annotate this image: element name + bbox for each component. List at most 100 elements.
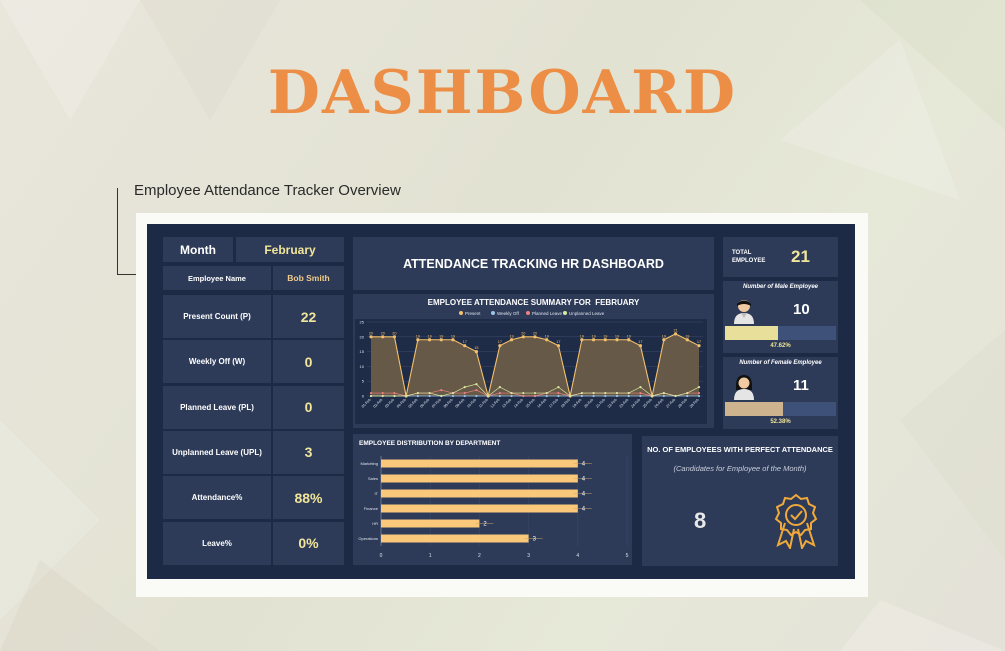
- point-s1-11: [498, 394, 501, 398]
- x-tick-label-8: 09-Feb: [455, 398, 466, 409]
- data-label-13: 20: [521, 331, 525, 335]
- metric-label-cell-attendance-percent: Attendance%: [163, 476, 271, 520]
- point-s0-14: [533, 335, 537, 339]
- perfect-attendance-panel: NO. OF EMPLOYEES WITH PERFECT ATTENDANCE…: [642, 436, 838, 566]
- point-s1-9: [475, 394, 478, 398]
- male-percentage: 47.62%: [770, 343, 791, 349]
- subtitle-bracket: [117, 188, 140, 275]
- metric-label-cell-present-count: Present Count (P): [163, 295, 271, 338]
- legend-label-2: Planned Leave: [532, 311, 563, 316]
- data-label-4: 19: [416, 334, 420, 338]
- point-s3-14: [533, 391, 537, 395]
- point-s1-5: [428, 394, 431, 398]
- point-s0-9: [474, 350, 479, 354]
- metric-value-cell-unplanned-leave: 3: [273, 430, 344, 474]
- x-tick-label-24: 25-Feb: [642, 398, 653, 409]
- x-tick-label-23: 24-Feb: [630, 398, 641, 409]
- point-s1-4: [416, 394, 419, 398]
- bar-value-3: 4: [582, 507, 586, 513]
- x-tick-label-10: 11-Feb: [478, 398, 489, 409]
- point-s3-24: [651, 394, 654, 398]
- point-s3-26: [674, 394, 677, 398]
- point-s2-23: [639, 391, 642, 395]
- point-s1-8: [463, 394, 466, 398]
- x-tick-label-5: 5: [626, 553, 629, 559]
- dashboard-title: ATTENDANCE TRACKING HR DASHBOARD: [403, 256, 664, 271]
- employee-label: Employee Name: [163, 266, 271, 290]
- point-s0-8: [463, 344, 467, 348]
- data-label-19: 19: [591, 334, 595, 338]
- point-s1-20: [604, 394, 607, 398]
- category-label-2: IT: [374, 491, 378, 496]
- point-s3-5: [428, 391, 431, 395]
- data-label-9: 15: [474, 346, 478, 350]
- point-s1-16: [557, 394, 560, 398]
- x-tick-label-0: 01-Feb: [361, 398, 372, 409]
- point-s3-6: [440, 394, 443, 398]
- metric-label-weekly-off: Weekly Off (W): [188, 357, 246, 367]
- point-s3-27: [686, 391, 689, 395]
- data-label-16: 17: [556, 340, 560, 344]
- page-subtitle: Employee Attendance Tracker Overview: [134, 182, 401, 199]
- point-s3-10: [487, 394, 490, 398]
- point-s0-25: [662, 338, 666, 342]
- metric-label-attendance-percent: Attendance%: [191, 493, 243, 503]
- point-s3-11: [498, 386, 501, 389]
- x-tick-label-25: 26-Feb: [654, 398, 665, 409]
- employee-selector[interactable]: Bob Smith: [273, 266, 344, 290]
- x-tick-label-27: 28-Feb: [677, 398, 688, 409]
- legend-label-1: Weekly Off: [497, 311, 520, 316]
- point-s0-0: [369, 335, 373, 339]
- female-employee-value: 11: [793, 377, 809, 394]
- point-s0-13: [521, 335, 525, 339]
- data-label-18: 19: [580, 334, 584, 338]
- legend-label-3: Unplanned Leave: [569, 311, 605, 316]
- point-s3-2: [393, 394, 396, 398]
- data-label-7: 19: [451, 334, 455, 338]
- x-tick-label-2: 2: [478, 553, 481, 559]
- x-tick-label-19: 20-Feb: [583, 398, 594, 409]
- point-s0-16: [556, 344, 561, 348]
- data-label-21: 19: [615, 334, 619, 338]
- legend-marker-0: [459, 311, 463, 315]
- point-s2-0: [369, 391, 373, 395]
- month-label-text: Month: [180, 242, 216, 257]
- attendance-chart-title: EMPLOYEE ATTENDANCE SUMMARY FOR FEBRUARY: [427, 298, 640, 307]
- metric-value-unplanned-leave: 3: [304, 444, 313, 461]
- x-tick-label-1: 1: [429, 553, 432, 559]
- dashboard-panel: Month February Employee Name Bob Smith P…: [147, 224, 855, 579]
- point-s2-28: [697, 391, 701, 395]
- x-tick-label-0: 0: [380, 553, 383, 559]
- bar-3: [381, 504, 578, 513]
- data-label-12: 19: [509, 334, 513, 338]
- metric-label-leave-percent: Leave%: [202, 538, 232, 548]
- point-s3-1: [381, 394, 384, 398]
- data-label-5: 19: [427, 334, 431, 338]
- perfect-attendance-title: NO. OF EMPLOYEES WITH PERFECT ATTENDANCE: [647, 445, 833, 454]
- data-label-8: 17: [463, 340, 467, 344]
- bar-value-4: 2: [483, 522, 487, 528]
- y-tick-label-4: 20: [360, 334, 365, 339]
- legend-marker-2: [526, 311, 530, 315]
- month-selector[interactable]: February: [236, 237, 344, 262]
- point-s3-17: [569, 394, 572, 398]
- point-s0-20: [603, 338, 607, 342]
- point-s1-15: [545, 394, 548, 398]
- x-tick-label-16: 17-Feb: [548, 398, 559, 409]
- point-s3-7: [451, 391, 455, 395]
- point-s0-11: [498, 344, 502, 348]
- point-s0-28: [697, 344, 701, 348]
- perfect-attendance-value: 8: [694, 508, 707, 533]
- data-label-27: 19: [685, 334, 689, 338]
- month-value: February: [264, 242, 316, 257]
- point-s3-3: [405, 394, 408, 398]
- point-s2-9: [475, 388, 478, 392]
- bar-value-5: 3: [533, 537, 537, 543]
- point-s3-25: [662, 391, 665, 395]
- metric-value-cell-leave-percent: 0%: [273, 521, 344, 565]
- metric-label-unplanned-leave: Unplanned Leave (UPL): [172, 447, 262, 457]
- point-s1-22: [627, 394, 630, 398]
- point-s2-14: [533, 394, 537, 398]
- point-s2-2: [393, 391, 396, 395]
